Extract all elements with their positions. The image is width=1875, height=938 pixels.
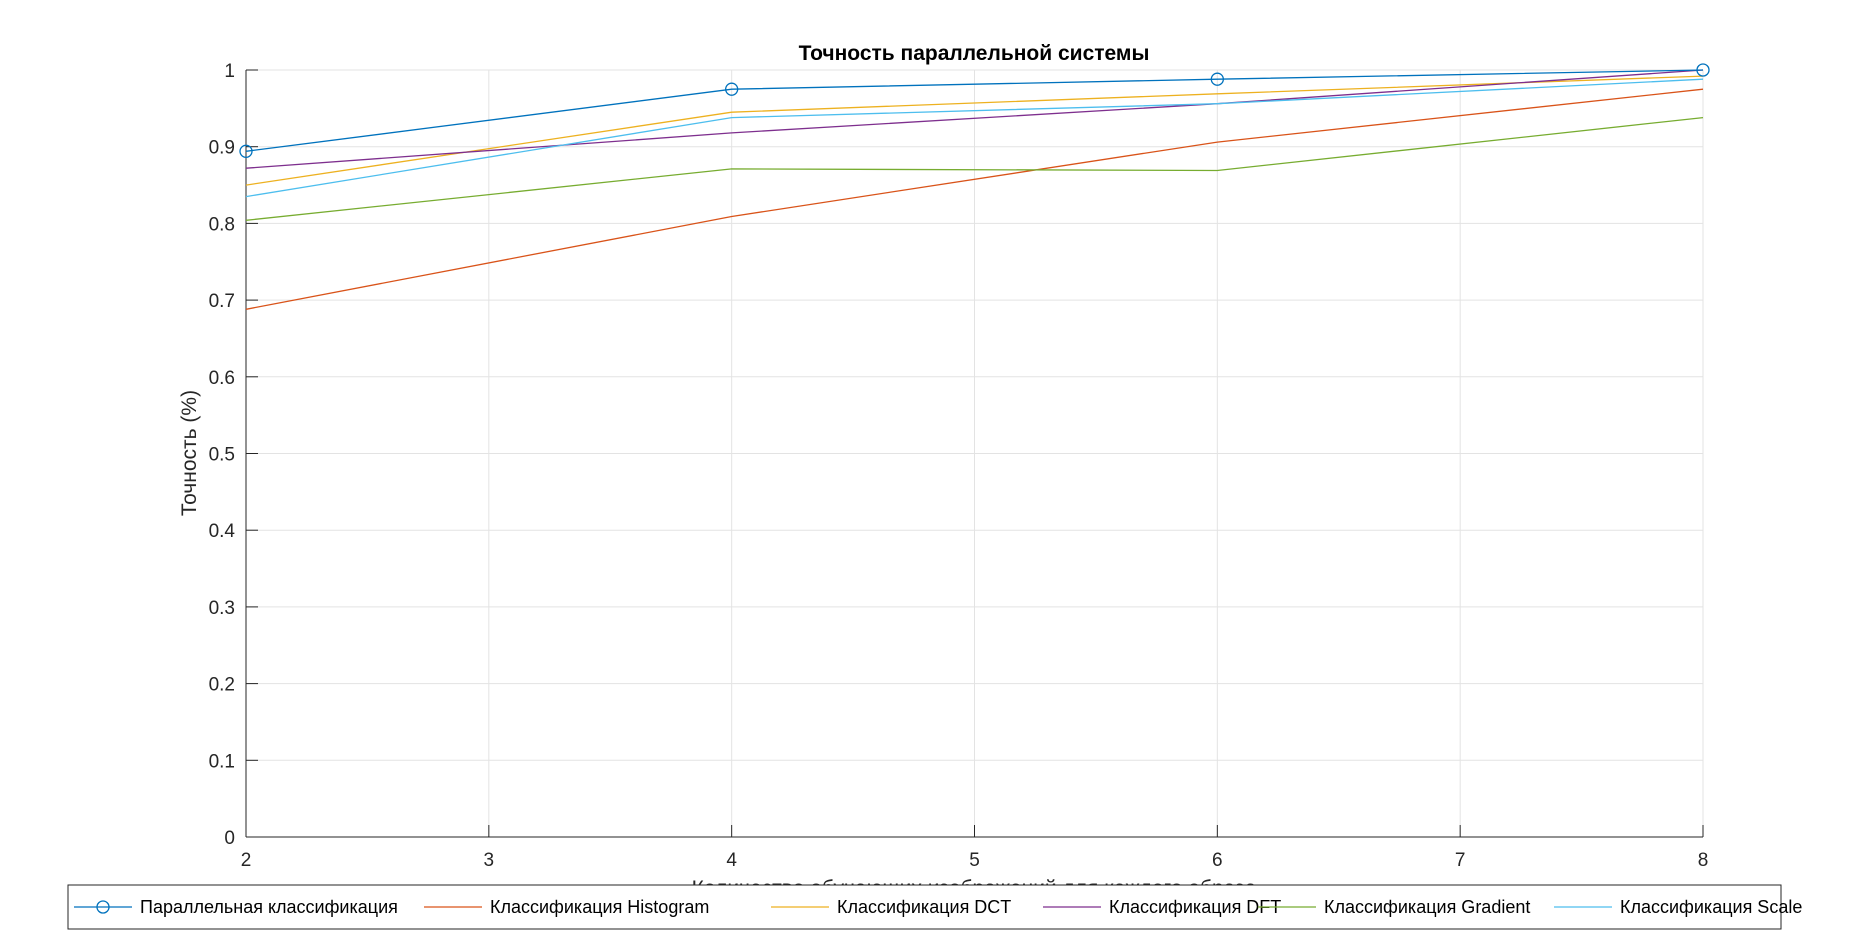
y-tick-label: 0.2 xyxy=(209,675,235,696)
y-tick-label: 0.7 xyxy=(209,291,235,312)
y-tick-label: 0.4 xyxy=(209,521,236,542)
x-tick-label: 3 xyxy=(484,850,495,871)
y-tick-label: 0.3 xyxy=(209,598,235,619)
x-tick-label: 7 xyxy=(1455,850,1466,871)
x-tick-label: 5 xyxy=(969,850,980,871)
series-line xyxy=(245,116,1704,221)
y-tick-label: 0.6 xyxy=(209,368,235,389)
y-tick-label: 0.9 xyxy=(209,138,235,159)
data-point xyxy=(1696,63,1710,77)
legend-marker xyxy=(96,900,110,914)
y-tick-label: 1 xyxy=(224,61,235,82)
y-tick-label: 0.8 xyxy=(209,214,235,235)
y-tick-label: 0.1 xyxy=(209,751,235,772)
series-line xyxy=(245,75,1704,186)
y-axis-label: Точность (%) xyxy=(178,390,201,516)
data-point xyxy=(1210,72,1224,86)
series-line xyxy=(245,69,1704,169)
series-line xyxy=(245,69,1704,152)
x-tick-label: 8 xyxy=(1698,850,1709,871)
legend-label: Классификация DFT xyxy=(1109,897,1281,917)
x-tick-label: 6 xyxy=(1212,850,1223,871)
x-tick-label: 4 xyxy=(726,850,737,871)
series-line xyxy=(245,88,1704,310)
legend-label: Классификация Gradient xyxy=(1324,897,1530,917)
legend-label: Параллельная классификация xyxy=(140,897,398,917)
series-line xyxy=(245,78,1704,198)
legend: Параллельная классификация Классификация … xyxy=(67,884,1802,930)
y-tick-labels: 0 0.1 0.2 0.3 0.4 0.5 0.6 0.7 0.8 0.9 1 xyxy=(209,61,236,849)
data-point xyxy=(725,82,739,96)
y-tick-label: 0.5 xyxy=(209,445,235,466)
chart-title: Точность параллельной системы xyxy=(799,42,1150,65)
series xyxy=(239,63,1710,310)
legend-box xyxy=(67,884,1782,930)
legend-label: Классификация Histogram xyxy=(490,897,709,917)
y-tick-label: 0 xyxy=(224,828,235,849)
data-point xyxy=(239,144,253,158)
legend-label: Классификация Scale xyxy=(1620,897,1802,917)
x-tick-labels: 2 3 4 5 6 7 8 xyxy=(241,850,1709,871)
x-tick-label: 2 xyxy=(241,850,252,871)
legend-label: Классификация DCT xyxy=(837,897,1011,917)
axes xyxy=(245,69,1704,838)
